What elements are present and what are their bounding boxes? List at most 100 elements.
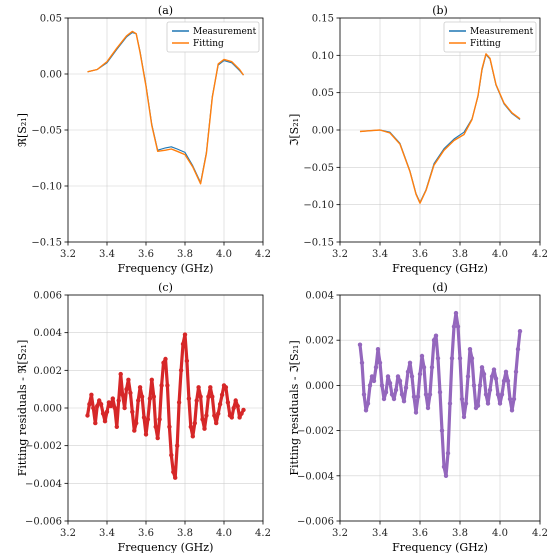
residual-point [114, 424, 120, 429]
residual-point [405, 369, 411, 374]
residual-point [453, 310, 459, 316]
y-tick-label: 0.004 [305, 291, 334, 302]
residual-point [435, 356, 441, 361]
x-tick-label: 3.8 [452, 249, 468, 260]
residual-point [143, 432, 149, 437]
residual-point [455, 324, 461, 329]
panel-title: (c) [158, 281, 173, 294]
residual-point [371, 378, 377, 384]
residual-point [206, 394, 211, 399]
residual-point [503, 369, 509, 374]
residual-point [102, 419, 108, 424]
y-tick-label: −0.15 [303, 238, 334, 249]
legend-entry: Fitting [470, 39, 501, 49]
residual-point [167, 424, 172, 429]
panel-title: (d) [432, 281, 448, 294]
x-tick-label: 4.2 [255, 528, 271, 539]
residual-point [87, 402, 92, 407]
x-tick-label: 3.4 [99, 528, 115, 539]
series-line-fitting [359, 53, 521, 204]
residual-point [367, 383, 373, 388]
residual-point [118, 371, 123, 377]
residual-point [153, 424, 158, 429]
x-tick-label: 3.4 [372, 249, 388, 260]
y-tick-label: 0.00 [312, 126, 334, 137]
residual-point [463, 401, 469, 406]
x-axis-label: Frequency (GHz) [392, 262, 488, 275]
residual-point [517, 329, 523, 334]
residual-point [235, 403, 240, 409]
residual-point [369, 374, 375, 379]
residual-point [461, 414, 467, 420]
residual-point [163, 356, 168, 362]
residual-point [157, 417, 162, 422]
residual-point [377, 360, 383, 365]
residual-point [100, 411, 106, 416]
y-tick-label: 0.05 [40, 14, 62, 25]
residual-point [173, 475, 178, 480]
y-tick-label: 0.002 [305, 336, 334, 347]
y-tick-label: 0.000 [305, 381, 334, 392]
residual-point [178, 368, 184, 373]
residual-point [515, 347, 521, 352]
residual-point [447, 401, 453, 406]
x-tick-label: 4.0 [492, 249, 508, 260]
x-tick-label: 4.2 [532, 528, 548, 539]
residual-point [477, 383, 483, 388]
residual-point [231, 405, 236, 411]
x-axis-label: Frequency (GHz) [118, 541, 214, 553]
residual-point [159, 383, 164, 388]
residual-point [198, 394, 203, 399]
y-tick-label: −0.002 [25, 441, 62, 452]
residual-point [507, 396, 513, 402]
y-tick-label: −0.002 [297, 426, 334, 437]
residual-point [385, 374, 391, 379]
y-axis-label: Fitting residuals - ℑ[S₂₁] [288, 340, 301, 475]
x-axis-label: Frequency (GHz) [118, 262, 214, 275]
y-tick-label: −0.006 [297, 517, 334, 528]
residual-point [439, 428, 445, 433]
residual-point [204, 413, 209, 418]
residual-point [467, 347, 473, 352]
x-tick-label: 3.2 [332, 528, 348, 539]
legend-entry: Measurement [193, 27, 257, 37]
y-tick-label: −0.05 [31, 126, 62, 137]
residual-point [171, 469, 176, 475]
plot-frame [67, 294, 264, 522]
residual-point [188, 424, 193, 429]
residual-point [126, 377, 131, 382]
residual-point [381, 396, 387, 402]
y-tick-label: 0.00 [40, 70, 62, 81]
y-axis-label: ℜ[S₂₁] [16, 113, 29, 147]
residual-point [363, 408, 369, 413]
x-tick-label: 4.0 [492, 528, 508, 539]
residual-point [112, 405, 118, 411]
residual-point [423, 392, 429, 397]
residual-point [229, 415, 234, 420]
residual-point [421, 365, 427, 370]
residual-point [373, 365, 379, 370]
x-tick-label: 3.6 [412, 249, 428, 260]
residual-point [89, 392, 94, 397]
residual-point [184, 358, 190, 364]
residual-point [147, 396, 153, 401]
residual-point [110, 396, 116, 401]
residual-point [411, 394, 417, 399]
residual-point [375, 347, 381, 352]
residual-point [395, 374, 401, 379]
x-tick-label: 3.8 [177, 249, 193, 260]
panel-title: (a) [158, 4, 173, 17]
residual-point [417, 371, 423, 377]
residual-point [186, 396, 192, 401]
y-axis-label: ℑ[S₂₁] [288, 114, 301, 147]
y-tick-label: 0.10 [312, 51, 334, 62]
residual-point [513, 369, 519, 374]
residual-point [393, 387, 399, 393]
residual-point [401, 399, 407, 404]
residual-point [475, 403, 481, 408]
residual-point [441, 464, 447, 469]
residual-point [387, 380, 393, 386]
residual-point [151, 394, 156, 399]
residual-point [497, 401, 503, 406]
residual-point [501, 378, 507, 384]
